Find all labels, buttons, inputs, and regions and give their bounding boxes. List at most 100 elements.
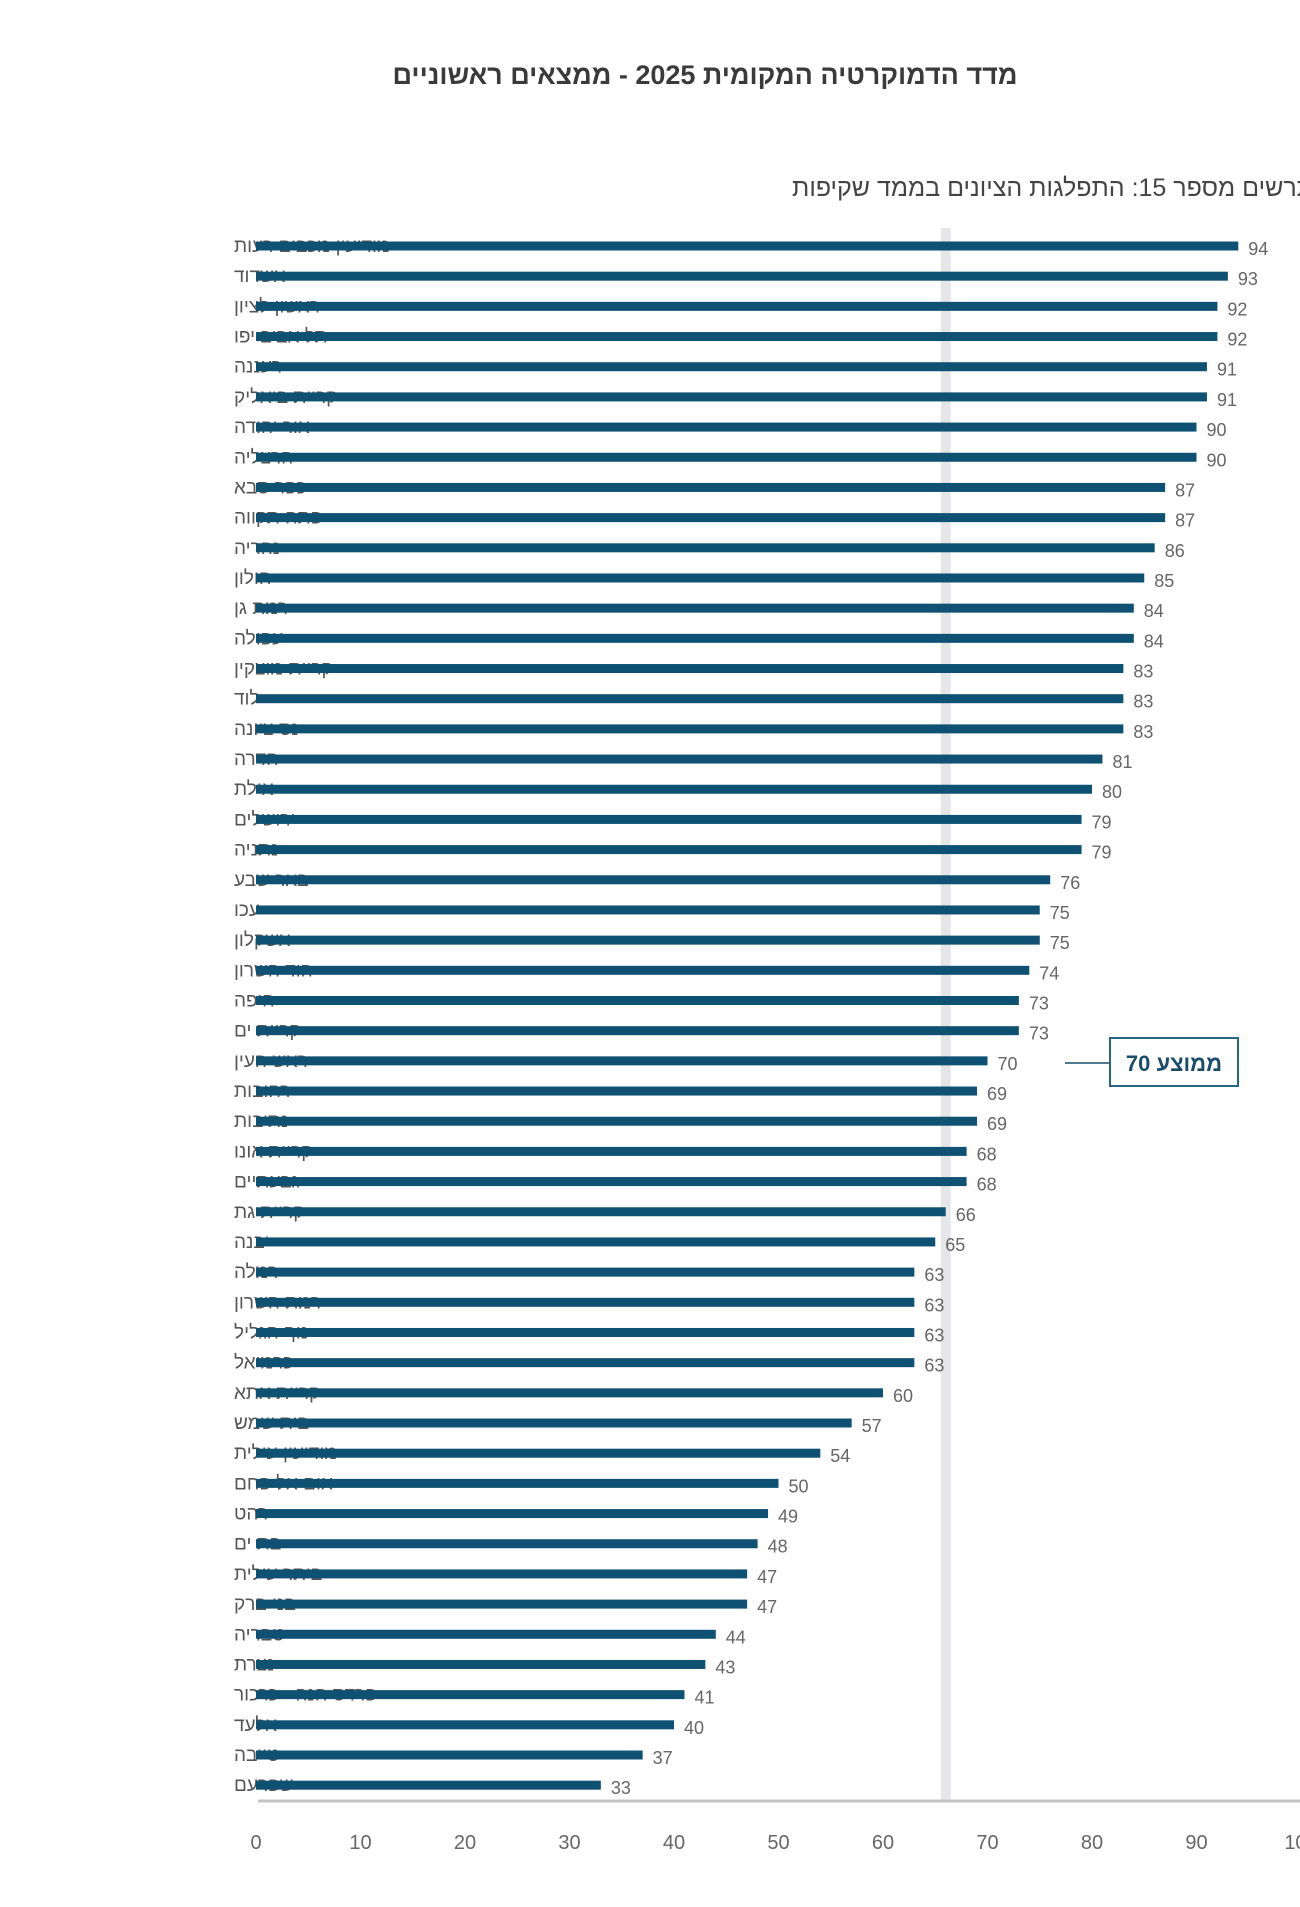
bar bbox=[256, 1177, 967, 1187]
bar bbox=[256, 1659, 706, 1669]
value-label: 73 bbox=[1029, 1024, 1049, 1044]
value-label: 68 bbox=[977, 1175, 997, 1195]
value-label: 54 bbox=[830, 1446, 850, 1466]
bar bbox=[256, 1750, 643, 1760]
bar bbox=[256, 996, 1019, 1005]
value-label: 41 bbox=[694, 1688, 714, 1708]
value-label: 73 bbox=[1029, 994, 1049, 1014]
bar bbox=[256, 1539, 758, 1549]
bar-row: רהט 49 bbox=[234, 1504, 798, 1527]
bar bbox=[256, 724, 1124, 734]
bar-row: לוד 83 bbox=[234, 689, 1153, 712]
bar-row: ירושלים79 bbox=[234, 809, 1112, 832]
category-label: לוד bbox=[234, 689, 260, 710]
bar bbox=[256, 392, 1207, 402]
bar-row: אלעד 40 bbox=[234, 1715, 704, 1738]
value-label: 50 bbox=[789, 1476, 809, 1496]
value-label: 90 bbox=[1207, 420, 1227, 440]
value-label: 84 bbox=[1144, 601, 1164, 621]
value-label: 90 bbox=[1207, 450, 1227, 470]
category-label: אילת bbox=[234, 779, 274, 800]
bar bbox=[256, 754, 1103, 764]
x-tick-label: 20 bbox=[454, 1832, 476, 1854]
x-tick-label: 50 bbox=[767, 1832, 789, 1854]
bar-row: נתיבות69 bbox=[234, 1111, 1007, 1134]
bar bbox=[256, 362, 1207, 372]
value-label: 86 bbox=[1165, 541, 1185, 561]
x-tick-label: 0 bbox=[250, 1832, 261, 1854]
bar bbox=[256, 1478, 779, 1488]
bar-row: חדרה81 bbox=[234, 749, 1132, 772]
bar bbox=[256, 1780, 601, 1790]
bar bbox=[256, 1207, 946, 1217]
value-label: 80 bbox=[1102, 782, 1122, 802]
bar bbox=[256, 875, 1051, 885]
bar bbox=[256, 1569, 748, 1579]
chart-subtitle: תרשים מספר 15: התפלגות הציונים בממד שקיפ… bbox=[792, 174, 1300, 202]
page-title: מדד הדמוקרטיה המקומית 2025 - ממצאים ראשו… bbox=[392, 60, 1018, 90]
bar-row: חיפה 73 bbox=[234, 991, 1049, 1014]
bar-row: טבריה44 bbox=[234, 1624, 746, 1647]
x-tick-label: 10 bbox=[349, 1832, 371, 1854]
value-label: 44 bbox=[726, 1627, 746, 1647]
bar-row: הרצליה90 bbox=[234, 447, 1227, 470]
value-label: 87 bbox=[1175, 511, 1195, 531]
value-label: 84 bbox=[1144, 631, 1164, 651]
bar-row: נצרת 43 bbox=[234, 1654, 735, 1677]
bar-row: קריית מוצקין83 bbox=[234, 659, 1153, 682]
x-tick-label: 30 bbox=[558, 1832, 580, 1854]
bar bbox=[256, 271, 1228, 281]
bar bbox=[256, 1146, 967, 1156]
bar bbox=[256, 694, 1124, 704]
bar bbox=[256, 1720, 674, 1730]
value-label: 76 bbox=[1060, 873, 1080, 893]
category-label: יבנה bbox=[234, 1232, 269, 1253]
bar bbox=[256, 1086, 978, 1096]
x-tick-label: 80 bbox=[1081, 1832, 1103, 1854]
x-tick-label: 70 bbox=[976, 1832, 998, 1854]
value-label: 75 bbox=[1050, 933, 1070, 953]
bar-row: גבעתיים68 bbox=[234, 1172, 997, 1195]
value-label: 37 bbox=[653, 1748, 673, 1768]
bar-row: נהריה86 bbox=[234, 538, 1185, 561]
value-label: 87 bbox=[1175, 480, 1195, 500]
bar bbox=[256, 935, 1040, 945]
bar bbox=[256, 814, 1082, 824]
value-label: 75 bbox=[1050, 903, 1070, 923]
bar bbox=[256, 905, 1040, 915]
bar-row: נוף הגליל63 bbox=[234, 1322, 944, 1345]
bar bbox=[256, 422, 1197, 432]
category-label: אלעד bbox=[234, 1715, 277, 1736]
x-tick-label: 40 bbox=[663, 1832, 685, 1854]
bar-row: עכו 75 bbox=[234, 900, 1070, 923]
category-label: עכו bbox=[234, 900, 260, 921]
bar-row: אשקלון75 bbox=[234, 930, 1070, 953]
value-label: 66 bbox=[956, 1205, 976, 1225]
bar-row: אילת 80 bbox=[234, 779, 1122, 802]
bar bbox=[256, 1327, 915, 1337]
bar bbox=[256, 1629, 716, 1639]
value-label: 79 bbox=[1092, 843, 1112, 863]
bar bbox=[256, 784, 1092, 794]
callout-box bbox=[1109, 1037, 1239, 1087]
bar bbox=[256, 1056, 988, 1066]
x-tick-label: 90 bbox=[1185, 1832, 1207, 1854]
value-label: 40 bbox=[684, 1718, 704, 1738]
bar-row: חולון 85 bbox=[234, 568, 1174, 591]
value-label: 69 bbox=[987, 1114, 1007, 1134]
average-callout: ממוצע 70 bbox=[1065, 1037, 1239, 1087]
bar bbox=[256, 633, 1134, 643]
bar bbox=[256, 241, 1239, 251]
value-label: 94 bbox=[1248, 239, 1268, 259]
bar bbox=[256, 573, 1145, 583]
